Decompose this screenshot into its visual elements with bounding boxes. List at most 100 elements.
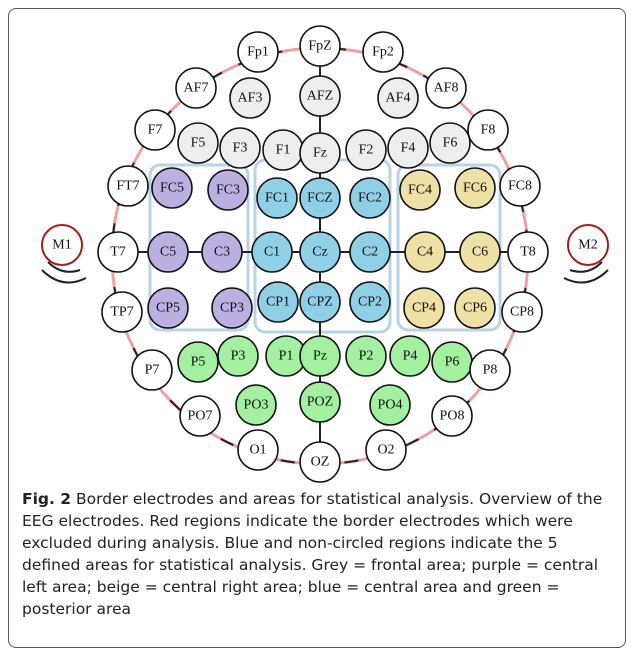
electrode [299, 381, 341, 423]
electrode [207, 169, 249, 211]
electrode-label: CP5 [156, 301, 180, 316]
electrode-label: P7 [145, 363, 160, 378]
electrode [101, 291, 143, 333]
electrode [387, 127, 429, 169]
electrode [175, 67, 217, 109]
electrode-label: O1 [249, 443, 266, 458]
electrode-label: C2 [362, 245, 378, 260]
electrode [404, 231, 446, 273]
electrode-label: CP1 [266, 295, 290, 310]
electrode [469, 349, 511, 391]
electrode [299, 75, 341, 117]
electrode [235, 384, 277, 426]
electrode [151, 167, 193, 209]
electrode-label: AF4 [386, 91, 411, 106]
electrode-label: F2 [359, 143, 374, 158]
electrode [299, 132, 341, 174]
electrode-label: C4 [417, 245, 433, 260]
electrodes: Fp1 FpZ Fp2 AF7 AF3 AFZ AF4 AF8 F7 F5 F3 F1 Fz F2 F4 F6… [41, 25, 609, 483]
electrode [345, 129, 387, 171]
figure-frame [8, 8, 626, 648]
electrode [97, 231, 139, 273]
electrode-label: FC5 [160, 181, 184, 196]
electrode-label: P2 [359, 349, 374, 364]
electrode [425, 67, 467, 109]
electrode [131, 349, 173, 391]
electrode-label: AFZ [307, 89, 333, 104]
electrode [403, 287, 445, 329]
electrode-label: CP2 [358, 295, 382, 310]
electrode-label: F1 [276, 143, 291, 158]
electrode [251, 231, 293, 273]
electrode [349, 281, 391, 323]
caption-label: Fig. 2 [22, 490, 72, 508]
electrode-label: FC8 [508, 179, 532, 194]
electrode [567, 224, 609, 266]
electrode-label: M1 [52, 238, 71, 253]
electrode [219, 127, 261, 169]
electrode [134, 109, 176, 151]
electrode [299, 281, 341, 323]
electrode [345, 335, 387, 377]
electrode-label: F4 [401, 141, 416, 156]
electrode-label: TP7 [110, 305, 133, 320]
electrode-label: FC6 [463, 181, 487, 196]
electrode [507, 231, 549, 273]
electrode-label: CP6 [463, 301, 487, 316]
electrode [147, 287, 189, 329]
electrode-label: P8 [483, 363, 498, 378]
electrode [41, 224, 83, 266]
electrode-label: Fp2 [372, 45, 394, 60]
electrode [365, 429, 407, 471]
electrode [389, 335, 431, 377]
ear-right [563, 261, 609, 284]
electrode-label: C3 [214, 245, 230, 260]
electrode-label: F8 [481, 123, 496, 138]
electrode-label: AF8 [434, 81, 459, 96]
electrode-label: T7 [110, 245, 126, 260]
electrode [467, 109, 509, 151]
electrode [459, 231, 501, 273]
electrode-label: PO7 [188, 409, 213, 424]
electrode-label: P6 [445, 355, 460, 370]
electrode [237, 31, 279, 73]
electrode [147, 231, 189, 273]
electrode-label: Cz [312, 245, 328, 260]
electrode-label: FT7 [116, 179, 139, 194]
electrode-label: P5 [191, 355, 206, 370]
electrode [454, 287, 496, 329]
electrode [177, 122, 219, 164]
electrode-label: F3 [233, 141, 248, 156]
electrode-label: Fp1 [247, 45, 269, 60]
electrode [237, 429, 279, 471]
electrode-label: F6 [443, 136, 458, 151]
electrode-label: F7 [148, 123, 163, 138]
electrode-label: POZ [307, 395, 333, 410]
electrode-label: AF7 [184, 81, 209, 96]
electrode [349, 231, 391, 273]
electrode [299, 177, 341, 219]
electrode [369, 384, 411, 426]
electrode-label: OZ [311, 455, 330, 470]
electrode [349, 177, 391, 219]
electrode [177, 341, 219, 383]
electrode-label: P1 [279, 349, 294, 364]
electrode [299, 231, 341, 273]
electrode-label: FCZ [307, 191, 333, 206]
electrode [499, 165, 541, 207]
electrode-label: FpZ [308, 39, 331, 54]
electrode [454, 167, 496, 209]
electrode-label: F5 [191, 136, 206, 151]
electrode [501, 291, 543, 333]
electrode [211, 287, 253, 329]
caption: Fig. 2 Border electrodes and areas for s… [22, 488, 612, 620]
electrode-label: PO8 [440, 409, 465, 424]
electrode-label: M2 [578, 238, 597, 253]
electrode [431, 395, 473, 437]
caption-text: Border electrodes and areas for statisti… [22, 490, 603, 618]
electrode [377, 77, 419, 119]
electrode-map: Fp1 FpZ Fp2 AF7 AF3 AFZ AF4 AF8 F7 F5 F3 F1 Fz F2 F4 F6… [41, 25, 609, 483]
electrode-label: Pz [313, 349, 327, 364]
electrode-label: C6 [472, 245, 488, 260]
electrode-label: P3 [231, 349, 246, 364]
